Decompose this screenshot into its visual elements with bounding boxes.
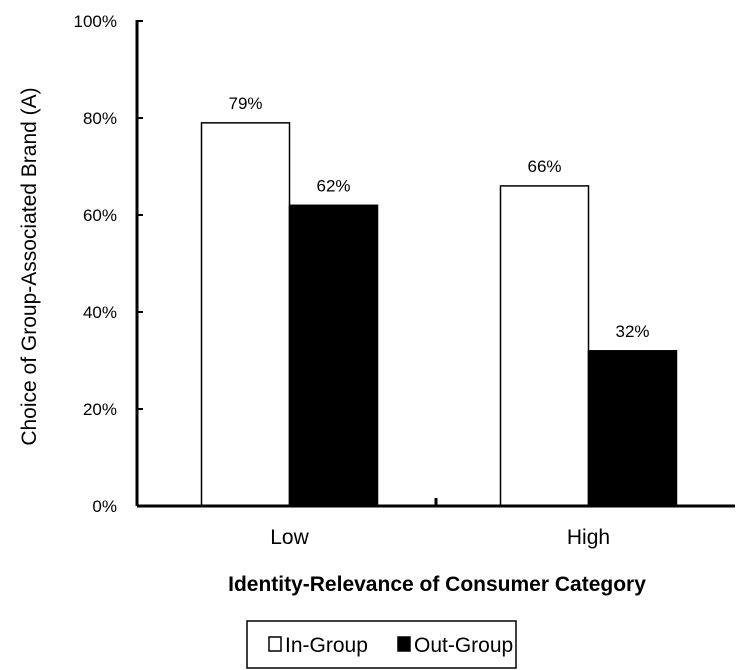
y-tick-label: 0% (92, 497, 117, 516)
legend: In-Group Out-Group (246, 620, 517, 669)
y-tick-label: 100% (74, 12, 117, 31)
bar-out-group-low (288, 204, 379, 507)
legend-label: In-Group (285, 634, 368, 657)
y-axis-ticks: 0% 20% 40% 60% 80% 100% (74, 12, 143, 516)
y-tick-label: 40% (83, 303, 117, 322)
x-category-label: High (567, 526, 610, 549)
x-axis-category-labels: Low High (270, 526, 610, 549)
data-label: 66% (527, 157, 561, 176)
legend-label: Out-Group (414, 634, 513, 657)
data-label: 62% (316, 176, 350, 195)
data-label: 32% (615, 322, 649, 341)
x-axis-title: Identity-Relevance of Consumer Category (228, 573, 646, 596)
legend-swatch-in-group (268, 636, 282, 652)
legend-swatch-out-group (397, 636, 411, 652)
y-tick-label: 20% (83, 400, 117, 419)
y-tick-label: 60% (83, 206, 117, 225)
legend-box (246, 620, 517, 669)
x-category-label: Low (270, 526, 309, 549)
data-label: 79% (228, 94, 262, 113)
data-labels: 79% 62% 66% 32% (228, 94, 649, 341)
bars (200, 122, 678, 507)
bar-in-group-high (499, 185, 590, 507)
bar-in-group-low (200, 122, 291, 507)
bar-out-group-high (587, 350, 678, 507)
y-axis-title: Choice of Group-Associated Brand (A) (18, 87, 41, 445)
axes (135, 20, 735, 508)
y-tick-label: 80% (83, 109, 117, 128)
